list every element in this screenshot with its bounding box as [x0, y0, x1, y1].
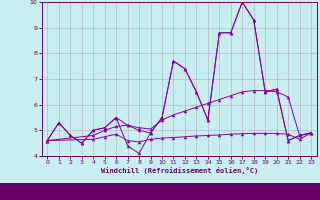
X-axis label: Windchill (Refroidissement éolien,°C): Windchill (Refroidissement éolien,°C)	[100, 167, 258, 174]
